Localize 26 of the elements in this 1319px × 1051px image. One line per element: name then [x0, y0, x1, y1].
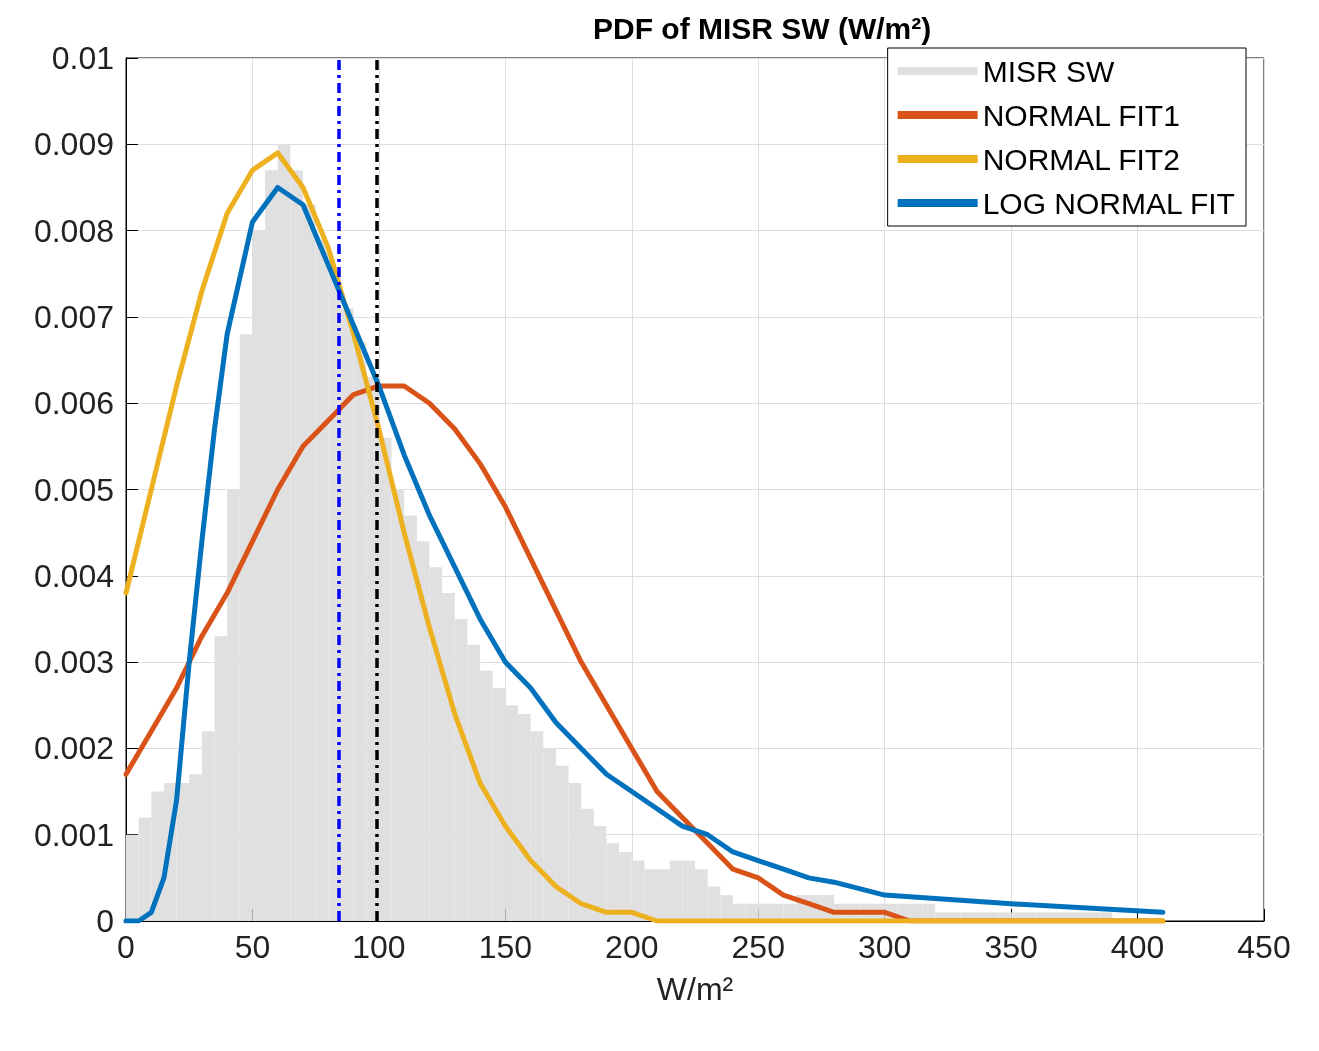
legend-label: NORMAL FIT2: [982, 142, 1180, 176]
y-tick-label: 0.005: [33, 471, 114, 508]
x-tick-label: 400: [1110, 929, 1165, 965]
x-axis-title: W/m²: [656, 971, 734, 1007]
x-tick-label: 300: [857, 929, 912, 965]
legend-label: MISR SW: [982, 54, 1115, 88]
x-tick-label: 50: [234, 929, 271, 965]
y-tick-label: 0.01: [51, 40, 114, 76]
y-tick-label: 0.008: [33, 212, 114, 249]
y-tick-label: 0.003: [33, 644, 114, 681]
chart-title: PDF of MISR SW (W/m²): [593, 11, 932, 45]
x-tick-label: 100: [352, 929, 406, 965]
y-tick-label: 0.009: [33, 126, 114, 163]
x-tick-label: 200: [605, 929, 659, 965]
x-tick-label: 150: [478, 929, 533, 965]
y-tick-label: 0.001: [33, 816, 114, 853]
legend-label: NORMAL FIT1: [982, 98, 1180, 132]
y-tick-label: 0: [96, 903, 114, 939]
x-tick-label: 250: [731, 929, 785, 965]
x-tick-label: 350: [984, 929, 1038, 965]
y-tick-label: 0.006: [33, 385, 114, 422]
legend-label: LOG NORMAL FIT: [982, 186, 1235, 220]
y-tick-label: 0.004: [33, 557, 114, 594]
x-tick-label: 450: [1237, 929, 1291, 965]
y-tick-label: 0.007: [33, 298, 114, 335]
y-tick-label: 0.002: [33, 730, 114, 767]
